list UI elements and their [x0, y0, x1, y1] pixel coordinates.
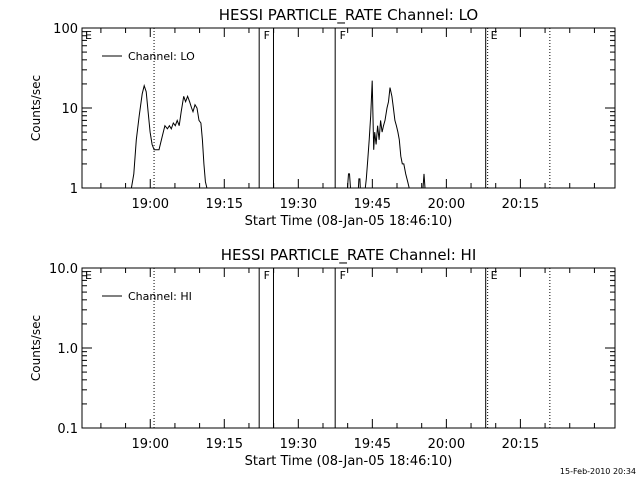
y-tick-label: 0.1	[57, 422, 78, 437]
plot-frame	[81, 267, 616, 429]
event-label: F	[264, 269, 270, 282]
y-tick-label: 10.0	[49, 262, 78, 277]
chart-panel-1: HESSI PARTICLE_RATE Channel: HI Counts/se…	[29, 246, 616, 469]
chart-panels: HESSI PARTICLE_RATE Channel: LO Counts/se…	[29, 6, 616, 469]
event-label: F	[340, 269, 346, 282]
plot-frame	[81, 27, 616, 189]
event-label: E	[85, 29, 92, 42]
x-axis-label: Start Time (08-Jan-05 18:46:10)	[245, 214, 453, 229]
chart-title: HESSI PARTICLE_RATE Channel: HI	[221, 246, 477, 265]
x-tick-label: 20:15	[502, 437, 539, 452]
plot-timestamp: 15-Feb-2010 20:34	[560, 467, 636, 476]
data-series-line	[130, 83, 208, 189]
x-tick-label: 19:15	[206, 437, 243, 452]
y-tick-label: 10	[61, 102, 78, 117]
chart-title: HESSI PARTICLE_RATE Channel: LO	[219, 6, 478, 25]
event-label: E	[491, 269, 498, 282]
x-tick-label: 20:00	[428, 197, 465, 212]
x-tick-label: 19:45	[354, 197, 391, 212]
y-axis-label: Counts/sec	[29, 75, 43, 141]
event-label: E	[85, 269, 92, 282]
y-tick-label: 100	[53, 22, 78, 37]
data-series-line	[422, 173, 426, 189]
x-axis-label: Start Time (08-Jan-05 18:46:10)	[245, 454, 453, 469]
legend-label: Channel: LO	[128, 50, 195, 63]
x-tick-label: 20:00	[428, 437, 465, 452]
legend-label: Channel: HI	[128, 290, 192, 303]
y-axis-label: Counts/sec	[29, 315, 43, 381]
x-tick-label: 19:00	[132, 437, 169, 452]
x-tick-label: 19:30	[280, 197, 317, 212]
x-tick-label: 19:45	[354, 437, 391, 452]
chart-panel-0: HESSI PARTICLE_RATE Channel: LO Counts/se…	[29, 6, 616, 229]
event-label: F	[264, 29, 270, 42]
data-series-line	[357, 178, 361, 189]
data-series-line	[364, 80, 410, 189]
event-label: F	[340, 29, 346, 42]
x-tick-label: 19:15	[206, 197, 243, 212]
data-series-line	[347, 173, 351, 189]
y-tick-label: 1.0	[57, 342, 78, 357]
x-tick-label: 20:15	[502, 197, 539, 212]
event-label: E	[491, 29, 498, 42]
x-tick-label: 19:30	[280, 437, 317, 452]
x-tick-label: 19:00	[132, 197, 169, 212]
y-tick-label: 1	[70, 182, 78, 197]
